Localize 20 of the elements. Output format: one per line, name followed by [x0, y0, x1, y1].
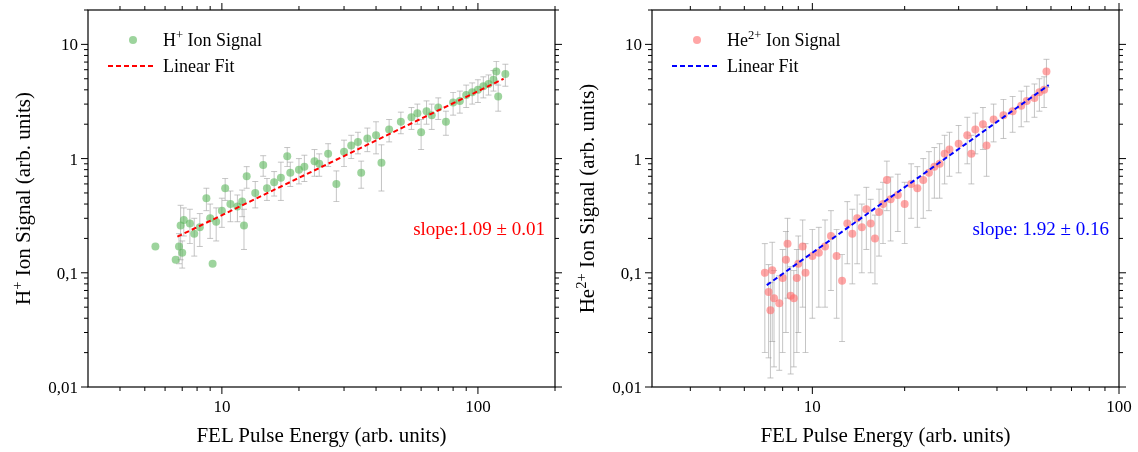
- x-axis-title: FEL Pulse Energy (arb. units): [196, 423, 447, 447]
- x-tick-label: 10: [803, 397, 821, 416]
- y-tick-label: 1: [69, 149, 78, 169]
- legend-label: Linear Fit: [163, 56, 235, 76]
- x-tick-label: 100: [465, 397, 491, 416]
- annotation: slope:1.09 ± 0.01: [413, 218, 545, 239]
- legend-label: He$^{2+}$ Ion Signal: [727, 28, 841, 50]
- y-tick-label: 1: [633, 149, 642, 169]
- y-tick-label: 0,1: [620, 263, 642, 283]
- x-tick-label: 100: [1106, 397, 1132, 416]
- x-tick-label: 10: [213, 397, 231, 416]
- y-tick-label: 0,01: [612, 378, 642, 397]
- y-tick-label: 0,01: [48, 378, 78, 397]
- y-tick-label: 10: [61, 35, 78, 55]
- y-tick-label: 0,1: [56, 263, 78, 283]
- legend-label: H$^{+}$ Ion Signal: [163, 28, 263, 50]
- annotation: slope: 1.92 ± 0.16: [972, 218, 1109, 239]
- legend-label: Linear Fit: [727, 56, 799, 76]
- x-axis-title: FEL Pulse Energy (arb. units): [760, 423, 1011, 447]
- y-tick-label: 10: [625, 35, 642, 55]
